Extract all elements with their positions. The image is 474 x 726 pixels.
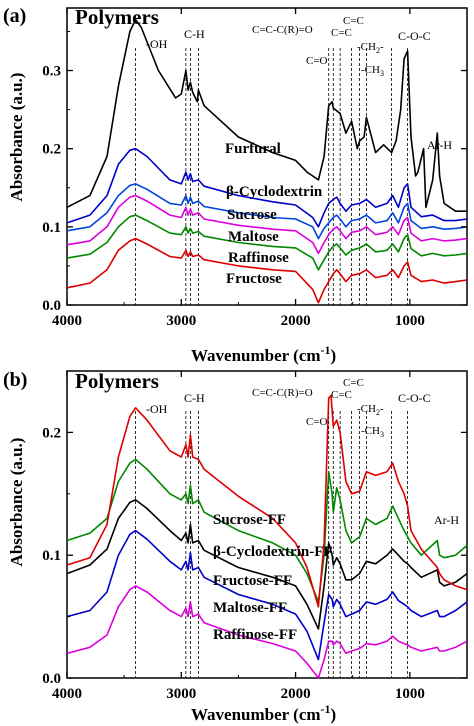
y-tick-label-a-0: 0.0 [42, 298, 61, 314]
panel-a-ch3-label: -CH3 [361, 64, 384, 78]
panel-a-ccr-label: C=C-C(R)=O [252, 24, 313, 36]
panel-a-ticks: 4000 3000 2000 1000 0.0 0.1 0.2 0.3 [42, 8, 468, 329]
panel-a-label-furfural: Furfural [225, 141, 281, 157]
x-tick-label-b-3000: 3000 [166, 686, 196, 702]
panel-b-label-raffinose-ff: Raffinose-FF [213, 627, 297, 643]
series-line-b-4 [66, 585, 468, 679]
series-line-b-0 [66, 458, 468, 603]
y-tick-label-a-0.3: 0.3 [42, 64, 61, 80]
panel-a-co-label: C=O [306, 55, 328, 67]
panel-b-label-maltose-ff: Maltose-FF [213, 600, 287, 616]
panel-a-label-cyclodextrin: β-Cyclodextrin [226, 184, 323, 200]
panel-a-oh-label: -OH [146, 37, 168, 51]
panel-a-arh-label: Ar-H [427, 138, 452, 152]
panel-a-label-maltose: Maltose [228, 229, 279, 245]
panel-b-title: Polymers [75, 369, 159, 393]
panel-a-ylabel: Absorbance (a.u.) [7, 73, 26, 202]
series-line-b-1 [66, 499, 468, 630]
y-tick-label-a-0.2: 0.2 [42, 142, 61, 158]
series-line-a-3 [66, 194, 468, 255]
panel-a-label: (a) [3, 5, 26, 27]
panel-a: 4000 3000 2000 1000 0.0 0.1 0.2 0.3 (a) Polymer… [3, 5, 468, 365]
panel-a-coc-label: C-O-C [398, 29, 431, 43]
panel-b-cc2-label: C=C [331, 389, 352, 401]
y-tick-label-b-0.1: 0.1 [42, 548, 61, 564]
y-tick-label-b-0.2: 0.2 [42, 425, 61, 441]
x-tick-label-a-2000: 2000 [281, 313, 311, 329]
x-tick-label-b-2000: 2000 [281, 686, 311, 702]
series-line-a-4 [66, 214, 468, 271]
series-line-b-3 [66, 529, 468, 661]
panel-b-ccr-label: C=C-C(R)=O [252, 387, 313, 399]
panel-b-ch2-label: -CH2- [357, 403, 384, 417]
series-line-a-5 [66, 237, 468, 304]
series-line-a-1 [66, 147, 468, 228]
panel-b-ticks: 4000 3000 2000 1000 0.0 0.1 0.2 [42, 371, 468, 702]
panel-a-xlabel: Wavenumber (cm-1) [191, 343, 336, 365]
panel-a-frame [66, 7, 468, 306]
panel-b-frame [66, 370, 468, 679]
panel-b-arh-label: Ar-H [434, 513, 459, 527]
panel-a-vlines [135, 48, 408, 305]
panel-a-ch-label: C-H [184, 27, 205, 41]
panel-b-label-fructose-ff: Fructose-FF [213, 573, 292, 589]
panel-b-series [66, 394, 468, 679]
panel-b-label-cyclodextrin-ff: β-Cyclodextrin-FF [213, 544, 333, 560]
y-tick-label-b-0: 0.0 [42, 671, 61, 687]
x-tick-label-a-3000: 3000 [166, 313, 196, 329]
panel-a-label-fructose: Fructose [226, 271, 282, 287]
panel-b-label-sucrose-ff: Sucrose-FF [213, 512, 286, 528]
panel-b: 4000 3000 2000 1000 0.0 0.1 0.2 (b) Polymers -… [3, 369, 468, 724]
panel-b-ylabel: Absorbance (a.u.) [7, 438, 26, 567]
panel-b-oh-label: -OH [146, 402, 168, 416]
x-tick-label-a-1000: 1000 [395, 313, 425, 329]
panel-a-cc1-label: C=C [343, 15, 364, 27]
x-tick-label-b-4000: 4000 [52, 686, 82, 702]
panel-a-cc2-label: C=C [331, 27, 352, 39]
panel-a-label-raffinose: Raffinose [228, 250, 289, 266]
series-line-b-2 [66, 394, 468, 608]
series-line-a-0 [66, 18, 467, 212]
panel-b-label: (b) [3, 369, 27, 391]
panel-b-vlines [135, 411, 408, 678]
panel-b-ch-label: C-H [184, 391, 205, 405]
panel-b-ch3-label: -CH3 [361, 425, 384, 439]
x-tick-label-b-1000: 1000 [395, 686, 425, 702]
panel-a-series [66, 18, 468, 304]
panel-a-label-sucrose: Sucrose [227, 207, 277, 223]
panel-b-coc-label: C-O-C [398, 391, 431, 405]
panel-b-cc1-label: C=C [343, 377, 364, 389]
panel-a-title: Polymers [75, 5, 159, 29]
x-tick-label-a-4000: 4000 [52, 313, 82, 329]
panel-a-ch2-label: -CH2- [357, 41, 384, 55]
y-tick-label-a-0.1: 0.1 [42, 220, 61, 236]
panel-b-xlabel: Wavenumber (cm-1) [191, 702, 336, 724]
panel-b-co-label: C=O [306, 416, 328, 428]
series-line-a-2 [66, 183, 468, 240]
